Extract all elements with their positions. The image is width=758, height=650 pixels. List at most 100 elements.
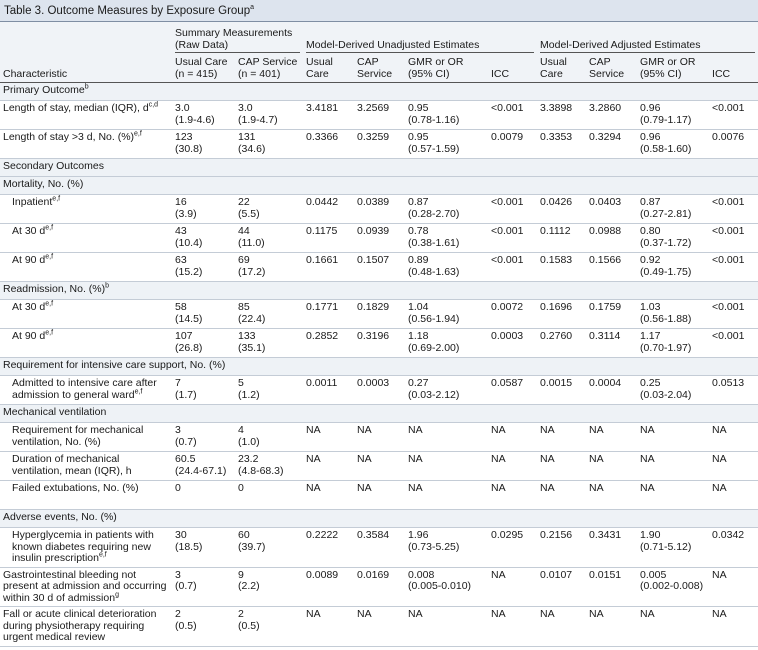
value-cell: 0.2760 <box>537 328 587 358</box>
row-label: Admitted to intensive care after admissi… <box>0 375 172 405</box>
column-row: Characteristic Usual Care (n = 415) CAP Se… <box>0 55 758 83</box>
value-cell: 0.1175 <box>303 223 355 253</box>
value-cell: 0.0389 <box>354 194 406 224</box>
value-cell: 0.2852 <box>303 328 355 358</box>
value-cell: 0.1507 <box>354 252 406 282</box>
row-label: Length of stay >3 d, No. (%)e,f <box>0 129 172 159</box>
data-row: Inpatiente,f 16 (3.9) 22 (5.5) 0.0442 0.0389… <box>0 194 758 224</box>
footnote-mark: e,f <box>45 253 54 261</box>
column-header: CAP Service <box>586 55 638 83</box>
group-header: Model-Derived Unadjusted Estimates <box>303 22 538 55</box>
column-header: GMR or OR (95% CI) <box>405 55 489 83</box>
footnote-mark: b <box>105 282 110 290</box>
data-row: At 90 de,f 107 (26.8) 133 (35.1) 0.2852 0.31… <box>0 328 758 358</box>
value-cell: NA <box>637 422 710 452</box>
data-row: Length of stay, median (IQR), dc,d 3.0 (1… <box>0 100 758 130</box>
value-cell: 0.0003 <box>354 375 406 405</box>
group-text: Model-Derived Unadjusted Estimates <box>306 39 535 53</box>
value-cell: NA <box>303 422 355 452</box>
value-cell: 0.0939 <box>354 223 406 253</box>
data-row: Fall or acute clinical deterioration dur… <box>0 606 758 647</box>
value-cell: NA <box>405 422 489 452</box>
value-cell: NA <box>354 480 406 510</box>
value-cell: 0.3196 <box>354 328 406 358</box>
value-cell: <0.001 <box>488 194 538 224</box>
value-cell: 0.008 (0.005-0.010) <box>405 567 489 607</box>
value-cell: NA <box>586 422 638 452</box>
footnote-mark: c,d <box>148 101 159 109</box>
value-cell: 0.2156 <box>537 527 587 568</box>
label-text: At 90 d <box>12 254 46 266</box>
value-cell: NA <box>537 422 587 452</box>
value-cell: 0.0003 <box>488 328 538 358</box>
value-cell: 3.0 (1.9-4.7) <box>235 100 304 130</box>
data-row: Requirement for mechanical ventilation, … <box>0 422 758 452</box>
value-cell: NA <box>354 606 406 647</box>
section-label: Mortality, No. (%) <box>3 178 84 190</box>
value-cell: NA <box>537 451 587 481</box>
value-cell: 0.0342 <box>709 527 758 568</box>
value-cell: 3.0 (1.9-4.6) <box>172 100 235 130</box>
group-row: Summary Measurements (Raw Data) Model-De… <box>0 22 758 55</box>
footnote-mark: e,f <box>45 300 54 308</box>
value-cell: NA <box>637 606 710 647</box>
label-text: Fall or acute clinical deterioration dur… <box>3 608 157 643</box>
data-row: Duration of mechanical ventilation, mean… <box>0 451 758 481</box>
label-text: Requirement for mechanical ventilation, … <box>12 424 144 448</box>
value-cell: 0.0988 <box>586 223 638 253</box>
label-text: Length of stay, median (IQR), d <box>3 102 149 114</box>
value-cell: NA <box>586 480 638 510</box>
section-row: Mechanical ventilation <box>0 404 758 423</box>
value-cell: 0.3353 <box>537 129 587 159</box>
data-row: At 30 de,f 43 (10.4) 44 (11.0) 0.1175 0.0939… <box>0 223 758 253</box>
value-cell: 1.04 (0.56-1.94) <box>405 299 489 329</box>
row-label: Inpatiente,f <box>0 194 172 224</box>
table-body: Primary Outcomeb Length of stay, median (… <box>0 82 758 647</box>
value-cell: <0.001 <box>709 194 758 224</box>
value-cell: 0.1583 <box>537 252 587 282</box>
value-cell: 3.2860 <box>586 100 638 130</box>
value-cell: NA <box>709 451 758 481</box>
label-text: Length of stay >3 d, No. (%) <box>3 131 135 143</box>
label-text: Duration of mechanical ventilation, mean… <box>12 453 132 477</box>
value-cell: NA <box>709 567 758 607</box>
label-text: At 30 d <box>12 225 46 237</box>
row-label: At 90 de,f <box>0 328 172 358</box>
value-cell: NA <box>488 480 538 510</box>
row-label: Hyperglycemia in patients with known dia… <box>0 527 172 568</box>
value-cell: 0.1696 <box>537 299 587 329</box>
footnote-mark: e,f <box>45 224 54 232</box>
value-cell: 3.2569 <box>354 100 406 130</box>
table-title: Table 3. Outcome Measures by Exposure Gr… <box>0 0 758 22</box>
value-cell: 0.0151 <box>586 567 638 607</box>
column-header: Characteristic <box>0 55 172 83</box>
value-cell: 0.005 (0.002-0.008) <box>637 567 710 607</box>
section-label: Requirement for intensive care support, … <box>3 359 226 371</box>
title-footnote: a <box>250 4 254 12</box>
value-cell: 44 (11.0) <box>235 223 304 253</box>
section-row: Requirement for intensive care support, … <box>0 357 758 376</box>
section-cell: Mortality, No. (%) <box>0 176 758 195</box>
value-cell: 0.3259 <box>354 129 406 159</box>
value-cell: 0.0442 <box>303 194 355 224</box>
outcome-table: Summary Measurements (Raw Data) Model-De… <box>0 22 758 647</box>
value-cell: NA <box>709 480 758 510</box>
section-label: Readmission, No. (%) <box>3 283 106 295</box>
value-cell: 0.0426 <box>537 194 587 224</box>
footnote-mark: b <box>84 83 89 91</box>
value-cell: NA <box>303 480 355 510</box>
data-row: At 30 de,f 58 (14.5) 85 (22.4) 0.1771 0.1829… <box>0 299 758 329</box>
data-row: Hyperglycemia in patients with known dia… <box>0 527 758 568</box>
column-header: Usual Care (n = 415) <box>172 55 235 83</box>
data-row: Gastrointestinal bleeding not present at… <box>0 567 758 607</box>
value-cell: NA <box>488 567 538 607</box>
column-header: Usual Care <box>537 55 587 83</box>
value-cell: 0.1829 <box>354 299 406 329</box>
value-cell: 0.0403 <box>586 194 638 224</box>
value-cell: 60 (39.7) <box>235 527 304 568</box>
footnote-mark: e,f <box>134 388 143 395</box>
value-cell: 16 (3.9) <box>172 194 235 224</box>
row-label: Failed extubations, No. (%) <box>0 480 172 510</box>
value-cell: 85 (22.4) <box>235 299 304 329</box>
value-cell: NA <box>488 422 538 452</box>
